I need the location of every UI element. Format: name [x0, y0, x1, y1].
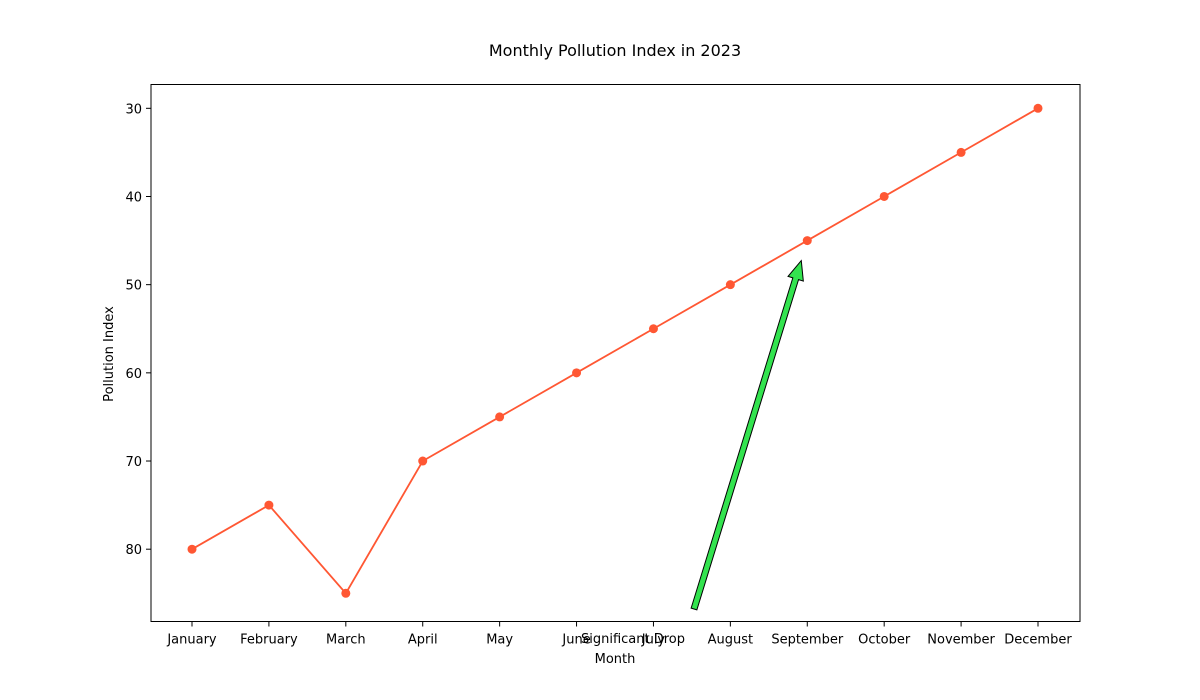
- x-tick-label: June: [561, 633, 590, 648]
- x-tick-label: December: [1004, 633, 1072, 648]
- x-tick-label: January: [166, 633, 217, 648]
- y-tick-label: 80: [125, 543, 142, 558]
- chart-title: Monthly Pollution Index in 2023: [489, 41, 741, 60]
- y-tick-label: 30: [125, 102, 142, 117]
- data-point: [572, 368, 582, 378]
- data-point: [264, 500, 274, 510]
- annotation-text: Significant Drop: [581, 632, 685, 647]
- x-tick-label: September: [771, 633, 844, 648]
- x-axis-label: Month: [595, 652, 636, 667]
- y-tick-label: 70: [125, 455, 142, 470]
- y-tick-label: 50: [125, 279, 142, 294]
- x-tick-label: April: [408, 633, 438, 648]
- annotation-arrow: [690, 259, 804, 611]
- series-line: [191, 107, 1039, 595]
- x-tick-label: July: [641, 633, 666, 648]
- x-tick-label: November: [927, 633, 995, 648]
- data-point: [418, 456, 428, 466]
- data-point: [956, 147, 966, 157]
- x-tick-label: March: [326, 633, 366, 648]
- data-point: [1033, 103, 1043, 113]
- data-point: [341, 588, 351, 598]
- data-point: [879, 191, 889, 201]
- plot-frame: [150, 84, 1081, 622]
- data-point: [648, 324, 658, 334]
- data-point: [725, 280, 735, 290]
- x-tick-label: August: [708, 633, 754, 648]
- x-tick-label: February: [240, 633, 298, 648]
- data-point: [802, 236, 812, 246]
- y-tick-label: 60: [125, 367, 142, 382]
- data-point: [187, 544, 197, 554]
- x-tick-label: October: [858, 633, 911, 648]
- y-tick-label: 40: [125, 190, 142, 205]
- data-point: [495, 412, 505, 422]
- x-tick-label: May: [486, 633, 513, 648]
- y-axis-label: Pollution Index: [102, 306, 117, 402]
